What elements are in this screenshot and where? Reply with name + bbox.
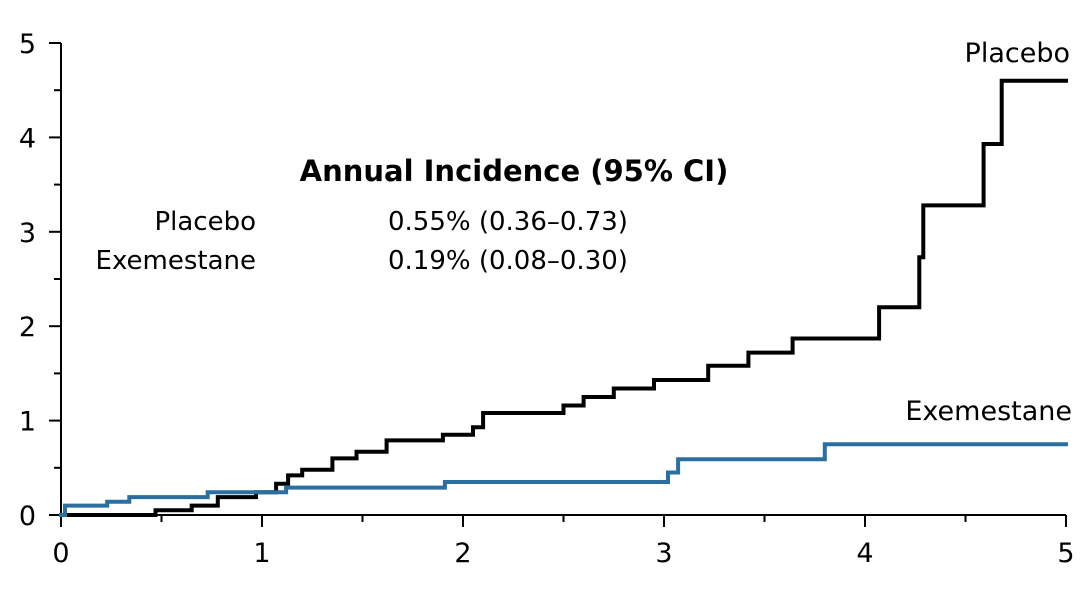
annotation-title: Annual Incidence (95% CI) xyxy=(300,154,729,188)
x-tick-label: 5 xyxy=(1057,538,1074,569)
x-tick-label: 0 xyxy=(52,538,69,569)
annotation-row-label: Exemestane xyxy=(96,246,256,276)
series-line-placebo xyxy=(59,78,1068,517)
y-tick-label: 5 xyxy=(19,29,36,60)
y-tick-label: 1 xyxy=(19,407,36,438)
y-tick-label: 4 xyxy=(19,123,36,154)
x-tick-label: 2 xyxy=(454,538,471,569)
series-layer xyxy=(59,78,1068,517)
series-label-exemestane: Exemestane xyxy=(905,396,1072,427)
annotation-row-value: 0.19% (0.08–0.30) xyxy=(388,246,628,276)
x-tick-label: 4 xyxy=(856,538,873,569)
y-tick-label: 2 xyxy=(19,312,36,343)
y-tick-label: 3 xyxy=(19,218,36,249)
x-tick-label: 1 xyxy=(253,538,270,569)
axes: 0 1 2 3 4 5 0 1 2 3 4 5 xyxy=(19,29,1075,569)
series-line-exemestane xyxy=(59,442,1068,517)
x-tick-label: 3 xyxy=(655,538,672,569)
annotation-row-value: 0.55% (0.36–0.73) xyxy=(388,207,628,237)
annotation: Annual Incidence (95% CI) Placebo 0.55% … xyxy=(96,154,729,276)
annotation-row-label: Placebo xyxy=(154,207,256,237)
series-label-placebo: Placebo xyxy=(965,38,1070,69)
y-tick-label: 0 xyxy=(19,501,36,532)
